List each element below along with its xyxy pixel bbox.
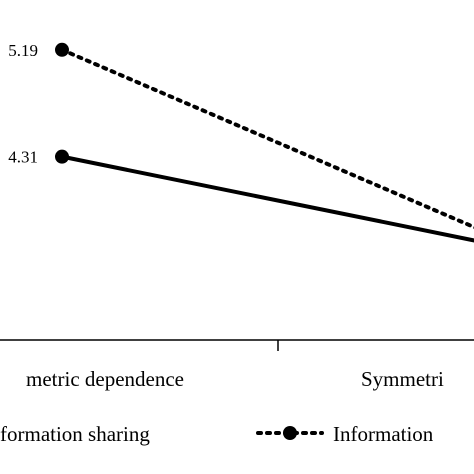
series-line-formation-sharing	[61, 154, 474, 243]
x-tick-label-1: metric dependence	[26, 367, 184, 391]
x-tick-label-2: Symmetri	[361, 367, 444, 391]
legend-label-formation-sharing: formation sharing	[0, 422, 150, 446]
data-label-information: 5.19	[8, 41, 38, 60]
data-point-information	[55, 42, 69, 57]
legend-label-information: Information	[333, 422, 434, 446]
legend: formation sharing Information	[0, 422, 434, 446]
data-point-formation-sharing	[55, 149, 69, 164]
series-line-information	[60, 47, 474, 230]
legend-marker-information	[283, 426, 297, 440]
data-label-formation-sharing: 4.31	[8, 148, 38, 167]
